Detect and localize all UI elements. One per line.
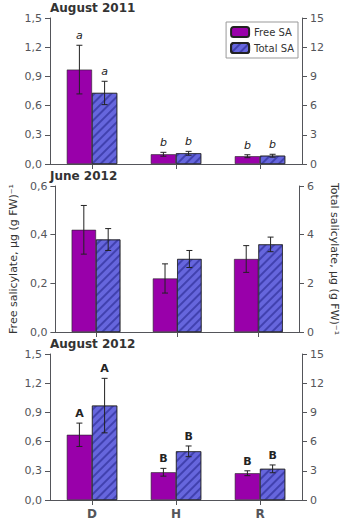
svg-text:Total salicylate, μg (g FW)⁻¹: Total salicylate, μg (g FW)⁻¹: [328, 182, 341, 335]
svg-text:0,6: 0,6: [30, 180, 48, 193]
svg-text:2: 2: [307, 277, 314, 290]
svg-text:A: A: [75, 407, 84, 420]
svg-text:0,0: 0,0: [25, 494, 43, 507]
svg-text:Free SA: Free SA: [254, 27, 292, 38]
svg-text:Free salicylate, μg (g FW)⁻¹: Free salicylate, μg (g FW)⁻¹: [7, 184, 20, 334]
svg-text:0,0: 0,0: [25, 158, 43, 171]
svg-text:0,2: 0,2: [30, 277, 48, 290]
svg-text:3: 3: [310, 128, 317, 141]
svg-text:B: B: [243, 455, 251, 468]
svg-text:B: B: [184, 430, 192, 443]
svg-text:4: 4: [307, 228, 314, 241]
svg-text:b: b: [185, 135, 192, 148]
svg-text:12: 12: [310, 377, 324, 390]
svg-text:0: 0: [307, 326, 314, 339]
svg-text:B: B: [159, 452, 167, 465]
svg-text:1,2: 1,2: [25, 377, 43, 390]
svg-text:B: B: [268, 449, 276, 462]
svg-text:H: H: [171, 507, 181, 521]
svg-text:0,6: 0,6: [25, 99, 43, 112]
svg-text:12: 12: [310, 41, 324, 54]
svg-text:0,9: 0,9: [25, 70, 43, 83]
svg-text:3: 3: [310, 464, 317, 477]
svg-text:a: a: [101, 65, 108, 78]
svg-text:0: 0: [310, 158, 317, 171]
svg-text:9: 9: [310, 70, 317, 83]
svg-text:15: 15: [310, 348, 324, 361]
svg-text:0,3: 0,3: [25, 128, 43, 141]
svg-text:0,6: 0,6: [25, 435, 43, 448]
svg-text:August 2011: August 2011: [50, 1, 135, 15]
svg-text:1,5: 1,5: [25, 12, 43, 25]
svg-text:A: A: [100, 362, 109, 375]
svg-text:1,2: 1,2: [25, 41, 43, 54]
svg-text:9: 9: [310, 406, 317, 419]
svg-text:Total SA: Total SA: [253, 43, 294, 54]
svg-text:1,5: 1,5: [25, 348, 43, 361]
svg-text:0,0: 0,0: [30, 326, 48, 339]
svg-text:R: R: [255, 507, 264, 521]
svg-text:15: 15: [310, 12, 324, 25]
svg-text:6: 6: [310, 435, 317, 448]
svg-text:a: a: [76, 29, 83, 42]
svg-text:0,9: 0,9: [25, 406, 43, 419]
svg-text:0,4: 0,4: [30, 228, 48, 241]
svg-text:D: D: [87, 507, 97, 521]
svg-text:0,3: 0,3: [25, 464, 43, 477]
svg-text:6: 6: [307, 180, 314, 193]
svg-text:b: b: [244, 139, 251, 152]
svg-text:August 2012: August 2012: [50, 337, 135, 351]
svg-text:b: b: [160, 136, 167, 149]
svg-text:June 2012: June 2012: [49, 169, 117, 183]
svg-text:b: b: [269, 138, 276, 151]
svg-text:6: 6: [310, 99, 317, 112]
svg-text:0: 0: [310, 494, 317, 507]
